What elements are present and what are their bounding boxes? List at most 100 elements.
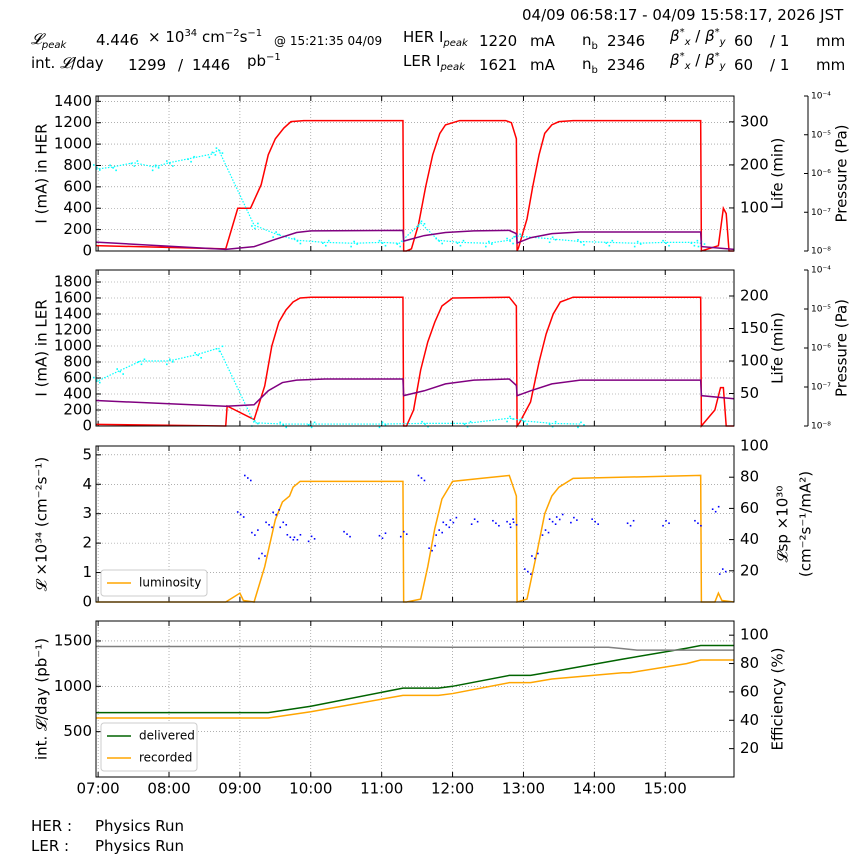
lumi-specific_luminosity-point (473, 518, 476, 520)
lumi-specific_luminosity-point (554, 523, 557, 525)
lumi-specific_luminosity-point (257, 529, 259, 531)
lumi-specific_luminosity-point (544, 529, 547, 531)
lumi-specific_luminosity-point (251, 531, 253, 534)
lumi-specific_luminosity-point (697, 522, 699, 525)
lumi-specific_luminosity-point (279, 526, 282, 529)
her-life-point (251, 225, 253, 227)
ler-life-point (520, 418, 523, 420)
ler-ytick-label: 1800 (54, 273, 92, 291)
time-range: 04/09 06:58:17 - 04/09 15:58:17, 2026 JS… (522, 6, 844, 24)
her-y3tick-label: 10⁻⁶ (811, 169, 831, 179)
ler-y2tick-label: 50 (740, 384, 759, 402)
x-tick-label: 15:00 (644, 780, 687, 798)
ler-nb-label: nb (582, 55, 598, 76)
her-life-point (353, 240, 355, 243)
intlumi-y2tick-label: 20 (740, 739, 759, 757)
her-life-point (321, 242, 324, 244)
her-life-point (275, 231, 277, 233)
lumi-specific_luminosity-point (299, 533, 302, 536)
her-life-point (324, 244, 327, 247)
lumi-specific_luminosity-point (449, 519, 452, 521)
lumi-specific_luminosity-point (452, 521, 455, 524)
lumi-specific_luminosity-point (629, 524, 632, 527)
her-life-point (423, 223, 426, 225)
her-life-point (662, 239, 664, 242)
x-tick-label: 12:00 (431, 780, 474, 798)
ler-life-point (285, 426, 288, 429)
her-life-point (190, 160, 192, 163)
her-ytick-label: 400 (63, 199, 92, 217)
ler-life-point (424, 423, 426, 425)
her-life-point (605, 242, 608, 244)
her-life-point (130, 162, 133, 165)
her-life-point (420, 220, 423, 223)
lumi-specific_luminosity-point (402, 530, 405, 533)
her-life-point (438, 240, 440, 242)
her-y2tick-label: 200 (740, 155, 769, 173)
lumi-specific_luminosity-point (495, 522, 497, 525)
ler-life-point (378, 426, 381, 429)
her-life-point (636, 240, 639, 243)
lumi-specific_luminosity-point (445, 524, 448, 526)
lumi-specific_luminosity-point (594, 520, 596, 523)
her-life-point (519, 233, 521, 236)
her-life-point (193, 155, 195, 158)
her-ytick-label: 200 (63, 220, 92, 238)
intlumi-ytick-label: 500 (63, 722, 92, 740)
ler-ytick-label: 1400 (54, 305, 92, 323)
ler-current-line (95, 296, 734, 429)
her-life-point (93, 164, 95, 166)
her-life-point (109, 164, 111, 167)
ler-life-point (257, 422, 259, 425)
ler-y3tick-label: 10⁻⁶ (811, 344, 831, 354)
ler-life-point (254, 420, 256, 422)
lumi-y2tick-label: 60 (740, 499, 759, 517)
lumi-specific_luminosity-point (420, 477, 423, 479)
lumi-specific_luminosity-point (381, 537, 384, 540)
her-life-point (154, 164, 157, 167)
ler-ytick-label: 400 (63, 385, 92, 403)
lumi-specific_luminosity-point (718, 573, 721, 575)
her-life-point (633, 245, 636, 248)
ler-ipeak-unit: mA (530, 56, 555, 74)
intlumi-y2tick-label: 60 (740, 682, 759, 700)
lumi-specific_luminosity-point (509, 523, 511, 525)
lumi-specific_luminosity-point (561, 513, 564, 516)
her-beta-label: β*x / β*y (670, 27, 726, 48)
lumi-specific_luminosity-point (570, 521, 572, 524)
ler-life-point (99, 381, 101, 384)
x-tick-label: 14:00 (573, 780, 616, 798)
lumi-ytick-label: 2 (82, 534, 92, 552)
lumi-specific_luminosity-point (417, 474, 420, 477)
lumi-specific_luminosity-point (349, 535, 351, 538)
intlumi-legend-label: delivered (139, 729, 195, 743)
intlumi-ytick-label: 1000 (54, 677, 92, 695)
her-life-point (151, 169, 154, 172)
her-y2tick-label: 300 (740, 112, 769, 130)
lumi-specific_luminosity-point (515, 524, 518, 526)
intl-label: int. 𝓛/day (31, 54, 104, 72)
her-y3tick-label: 10⁻⁷ (811, 208, 831, 218)
lumi-specific_luminosity-point (292, 538, 295, 541)
ler-life-point (218, 350, 221, 353)
lumi-specific_luminosity-point (264, 555, 266, 557)
her-life-point (396, 243, 399, 245)
ler-life-point (143, 358, 146, 361)
ler-ytick-label: 200 (63, 401, 92, 419)
lumi-specific_luminosity-point (258, 557, 260, 560)
lumi-specific_luminosity-point (665, 519, 667, 522)
her-life-point (211, 151, 214, 154)
intlumi-y2label: Efficiency (%) (769, 648, 787, 751)
her-life-point (327, 239, 330, 242)
lumi-specific_luminosity-point (531, 555, 533, 557)
her-life-point (665, 242, 667, 244)
ler-y3tick-label: 10⁻⁸ (811, 422, 831, 432)
her-frame (95, 95, 735, 252)
her-life-point (506, 237, 508, 240)
lumi-specific_luminosity-point (399, 535, 402, 538)
lumi-specific_luminosity-point (442, 521, 445, 524)
lumi-specific_luminosity-point (434, 544, 436, 547)
her-ipeak-value: 1220 (479, 32, 518, 50)
ler-y2label: Life (min) (769, 312, 787, 384)
lumi-specific_luminosity-point (537, 552, 539, 555)
